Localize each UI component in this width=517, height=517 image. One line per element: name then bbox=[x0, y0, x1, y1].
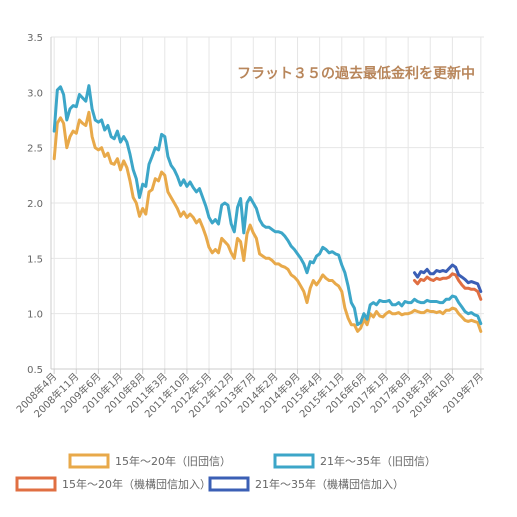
y-tick-label: 3.0 bbox=[27, 88, 43, 99]
y-tick-label: 1.0 bbox=[27, 310, 43, 321]
legend-label-2: 21年～35年（旧団信） bbox=[320, 454, 436, 468]
y-tick-label: 1.5 bbox=[27, 254, 43, 265]
y-tick-label: 3.5 bbox=[27, 33, 43, 44]
legend-label-4: 21年～35年（機構団信加入） bbox=[255, 477, 404, 491]
grid-lines bbox=[51, 36, 484, 370]
y-tick-label: 2.0 bbox=[27, 199, 43, 210]
y-tick-label: 2.5 bbox=[27, 144, 43, 155]
legend-swatch-2 bbox=[273, 453, 315, 469]
chart-title: フラット３５の過去最低金利を更新中 bbox=[237, 65, 475, 82]
y-tick-label: 0.5 bbox=[27, 365, 43, 376]
series-lines bbox=[52, 84, 483, 333]
legend-label-3: 15年～20年（機構団信加入） bbox=[62, 477, 211, 491]
series-line-1 bbox=[52, 110, 483, 333]
series-line-3 bbox=[413, 272, 483, 301]
legend-label-1: 15年～20年（旧団信） bbox=[115, 454, 231, 468]
legend: 15年～20年（旧団信） 21年～35年（旧団信） 15年～20年（機構団信加入） 2… bbox=[15, 453, 436, 492]
legend-swatch-3 bbox=[15, 476, 57, 492]
legend-swatch-4 bbox=[208, 476, 250, 492]
series-line-4 bbox=[413, 263, 483, 293]
series-line-2 bbox=[52, 84, 483, 327]
legend-swatch-1 bbox=[68, 453, 110, 469]
